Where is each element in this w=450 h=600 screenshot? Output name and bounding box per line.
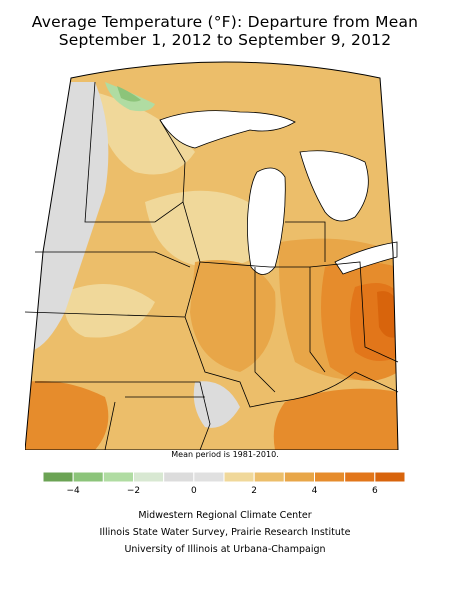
great-lakes <box>159 110 398 275</box>
legend-ticks: −4 −2 0 2 4 6 <box>67 486 378 496</box>
zone-plus-3-4-central <box>190 260 276 372</box>
zone-plus-1-2-west <box>64 284 155 338</box>
legend-bin <box>72 471 104 483</box>
zone-near-zero-south <box>193 381 240 428</box>
credit-line-isws: Illinois State Water Survey, Prairie Res… <box>99 527 351 538</box>
legend-tick-label: 6 <box>372 486 378 496</box>
legend-bin <box>344 471 376 483</box>
zone-plus-1-2-central <box>145 190 275 268</box>
legend-bin <box>283 471 316 483</box>
legend-bin <box>163 471 195 483</box>
map-title-line-2: September 1, 2012 to September 9, 2012 <box>58 31 392 49</box>
credit-line-mrcc: Midwestern Regional Climate Center <box>138 510 312 521</box>
lake-huron <box>299 150 369 222</box>
legend-bin <box>374 471 406 483</box>
temperature-departure-map <box>25 61 399 450</box>
lake-michigan <box>247 167 286 275</box>
zone-plus-4-5-south-west <box>25 381 109 450</box>
legend-bin <box>314 471 346 483</box>
credit-line-uiuc: University of Illinois at Urbana-Champai… <box>124 544 326 555</box>
zone-minus-3-4-mn <box>117 86 141 102</box>
legend-bin <box>253 471 285 483</box>
state-boundaries <box>25 81 399 450</box>
legend-bin <box>42 471 74 483</box>
legend-tick-label: 0 <box>191 486 197 496</box>
legend-bins <box>42 471 406 483</box>
legend-bin <box>133 471 165 483</box>
color-legend: −4 −2 0 2 4 6 <box>42 471 406 496</box>
legend-bin <box>193 471 225 483</box>
legend-tick-label: 4 <box>312 486 318 496</box>
legend-tick-label: −2 <box>127 486 140 496</box>
zone-plus-6-7-ohio <box>377 291 397 338</box>
map-domain-outline <box>25 61 399 450</box>
lake-erie <box>334 241 398 275</box>
legend-tick-label: 2 <box>251 486 257 496</box>
map-title-line-1: Average Temperature (°F): Departure from… <box>31 13 419 31</box>
lake-superior <box>159 110 296 149</box>
legend-bin <box>102 471 135 483</box>
legend-tick-label: −4 <box>67 486 81 496</box>
zone-plus-1-2-north <box>95 92 195 175</box>
mean-period-note: Mean period is 1981-2010. <box>171 450 279 459</box>
legend-bin <box>223 471 255 483</box>
zone-plus-4-5-south-east <box>273 388 398 450</box>
